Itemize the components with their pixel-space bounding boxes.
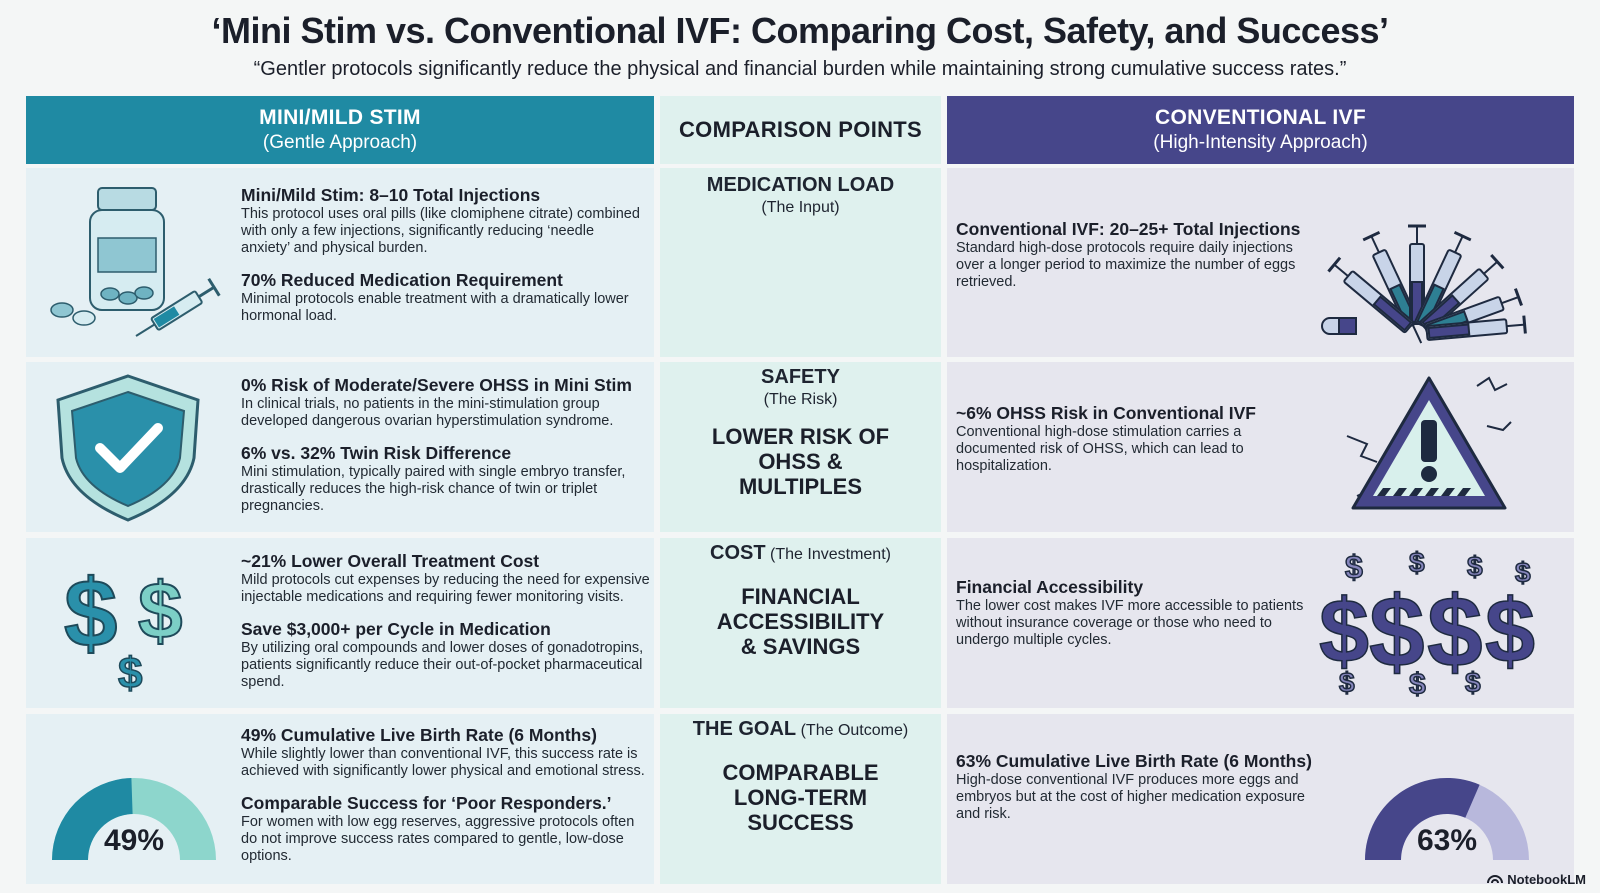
- column-subtitle: (High-Intensity Approach): [1153, 132, 1368, 153]
- svg-text:$: $: [1339, 667, 1355, 698]
- svg-text:$: $: [1427, 576, 1483, 688]
- point-desc: High-dose conventional IVF produces more…: [956, 772, 1305, 822]
- conventional-goal-text: 63% Cumulative Live Birth Rate (6 Months…: [956, 750, 1326, 835]
- point-desc: In clinical trials, no patients in the m…: [241, 396, 614, 429]
- column-subtitle: (Gentle Approach): [262, 132, 418, 153]
- comparison-highlight: COMPARABLE LONG-TERM SUCCESS: [722, 760, 879, 835]
- point-title: 0% Risk of Moderate/Severe OHSS in Mini …: [241, 375, 632, 395]
- column-header-mini-stim: MINI/MILD STIM (Gentle Approach): [26, 96, 654, 164]
- column-title: CONVENTIONAL IVF: [1155, 106, 1366, 129]
- point-desc: For women with low egg reserves, aggress…: [241, 814, 635, 864]
- comparison-sublabel: (The Investment): [770, 546, 891, 563]
- svg-text:$: $: [1515, 557, 1531, 588]
- svg-text:$: $: [64, 560, 117, 667]
- syringes-icon: [1317, 174, 1557, 349]
- mini-medication-cell: Mini/Mild Stim: 8–10 Total Injections Th…: [26, 168, 654, 357]
- point-desc: While slightly lower than conventional I…: [241, 746, 645, 779]
- svg-text:$: $: [1485, 582, 1535, 682]
- page-title: ‘Mini Stim vs. Conventional IVF: Compari…: [211, 10, 1389, 51]
- point-title: ~21% Lower Overall Treatment Cost: [241, 551, 540, 571]
- warning-icon: [1327, 366, 1527, 526]
- svg-text:$: $: [1319, 582, 1369, 682]
- point-desc: Mini stimulation, typically paired with …: [241, 464, 626, 514]
- point-desc: By utilizing oral compounds and lower do…: [241, 640, 644, 690]
- comparison-safety-cell: SAFETY (The Risk) LOWER RISK OF OHSS & M…: [660, 362, 941, 532]
- mini-cost-cell: $ $ $ ~21% Lower Overall Treatment Cost …: [26, 538, 654, 708]
- conventional-safety-text: ~6% OHSS Risk in Conventional IVF Conven…: [956, 402, 1276, 487]
- page-subtitle: “Gentler protocols significantly reduce …: [253, 58, 1347, 80]
- comparison-sublabel: (The Input): [761, 199, 840, 216]
- conventional-cost-cell: Financial Accessibility The lower cost m…: [947, 538, 1574, 708]
- mini-safety-text: 0% Risk of Moderate/Severe OHSS in Mini …: [241, 374, 651, 527]
- gauge-49: [44, 760, 224, 870]
- comparison-medication-cell: MEDICATION LOAD (The Input): [660, 168, 941, 357]
- dollars-icon: $ $ $ $ $ $ $ $ $ $ $: [1317, 542, 1557, 702]
- gauge-value: 63%: [1416, 824, 1478, 857]
- point-title: Mini/Mild Stim: 8–10 Total Injections: [241, 185, 541, 205]
- shield-check-icon: [48, 370, 208, 525]
- comparison-label: SAFETY: [761, 366, 840, 388]
- point-title: Save $3,000+ per Cycle in Medication: [241, 619, 551, 639]
- comparison-highlight: LOWER RISK OF OHSS & MULTIPLES: [711, 424, 890, 499]
- gauge-63: [1357, 760, 1537, 870]
- brand-footer: NotebookLM: [1487, 872, 1586, 887]
- svg-text:$: $: [138, 566, 183, 655]
- point-title: Financial Accessibility: [956, 577, 1144, 597]
- svg-text:$: $: [1465, 667, 1481, 698]
- pill-bottle-syringe-icon: [46, 176, 226, 346]
- column-title: MINI/MILD STIM: [259, 106, 421, 129]
- mini-cost-text: ~21% Lower Overall Treatment Cost Mild p…: [241, 550, 651, 703]
- comparison-sublabel: (The Risk): [763, 391, 838, 408]
- conventional-goal-cell: 63% Cumulative Live Birth Rate (6 Months…: [947, 714, 1574, 884]
- dollar-icon: $ $ $: [56, 546, 226, 701]
- comparison-sublabel: (The Outcome): [800, 722, 909, 739]
- gauge-fill: [1365, 777, 1480, 860]
- point-desc: The lower cost makes IVF more accessible…: [956, 598, 1304, 648]
- column-header-conventional: CONVENTIONAL IVF (High-Intensity Approac…: [947, 96, 1574, 164]
- gauge-value: 49%: [103, 824, 165, 857]
- svg-text:$: $: [118, 649, 142, 698]
- point-title: 70% Reduced Medication Requirement: [241, 270, 563, 290]
- point-desc: Mild protocols cut expenses by reducing …: [241, 572, 650, 605]
- point-title: Comparable Success for ‘Poor Responders.…: [241, 793, 612, 813]
- svg-text:$: $: [1369, 576, 1425, 688]
- point-desc: Minimal protocols enable treatment with …: [241, 291, 629, 324]
- comparison-label: COST: [710, 542, 766, 564]
- gauge-fill: [51, 778, 133, 860]
- mini-goal-text: 49% Cumulative Live Birth Rate (6 Months…: [241, 724, 651, 877]
- column-header-comparison: COMPARISON POINTS: [660, 96, 941, 164]
- point-title: 49% Cumulative Live Birth Rate (6 Months…: [241, 725, 597, 745]
- brand-name: NotebookLM: [1507, 872, 1586, 887]
- point-desc: Conventional high-dose stimulation carri…: [956, 424, 1244, 474]
- comparison-cost-cell: COST (The Investment) FINANCIAL ACCESSIB…: [660, 538, 941, 708]
- comparison-label: MEDICATION LOAD: [706, 174, 895, 196]
- comparison-label: THE GOAL: [692, 718, 797, 740]
- conventional-medication-text: Conventional IVF: 20–25+ Total Injection…: [956, 218, 1306, 303]
- point-title: Conventional IVF: 20–25+ Total Injection…: [956, 219, 1301, 239]
- svg-text:$: $: [1409, 668, 1426, 701]
- column-title: COMPARISON POINTS: [678, 117, 923, 142]
- conventional-cost-text: Financial Accessibility The lower cost m…: [956, 576, 1306, 661]
- notebooklm-logo-icon: [1487, 872, 1504, 887]
- point-desc: Standard high-dose protocols require dai…: [956, 240, 1296, 290]
- comparison-highlight: FINANCIAL ACCESSIBILITY & SAVINGS: [716, 584, 885, 659]
- point-desc: This protocol uses oral pills (like clom…: [241, 206, 640, 256]
- svg-text:$: $: [1467, 551, 1483, 582]
- point-title: 6% vs. 32% Twin Risk Difference: [241, 443, 512, 463]
- mini-safety-cell: 0% Risk of Moderate/Severe OHSS in Mini …: [26, 362, 654, 532]
- svg-text:$: $: [1409, 547, 1425, 578]
- conventional-safety-cell: ~6% OHSS Risk in Conventional IVF Conven…: [947, 362, 1574, 532]
- mini-medication-text: Mini/Mild Stim: 8–10 Total Injections Th…: [241, 184, 641, 337]
- point-title: 63% Cumulative Live Birth Rate (6 Months…: [956, 751, 1312, 771]
- point-title: ~6% OHSS Risk in Conventional IVF: [956, 403, 1256, 423]
- svg-text:$: $: [1345, 549, 1363, 585]
- mini-goal-cell: 49% 49% Cumulative Live Birth Rate (6 Mo…: [26, 714, 654, 884]
- comparison-goal-cell: THE GOAL (The Outcome) COMPARABLE LONG-T…: [660, 714, 941, 884]
- conventional-medication-cell: Conventional IVF: 20–25+ Total Injection…: [947, 168, 1574, 357]
